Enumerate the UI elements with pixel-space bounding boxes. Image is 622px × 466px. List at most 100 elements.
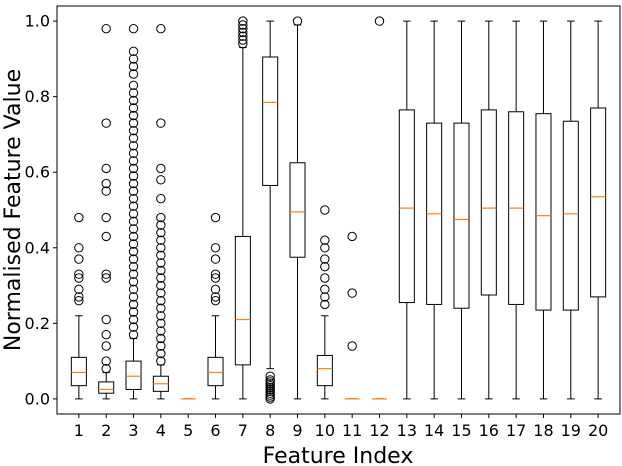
flier-point [128, 110, 139, 121]
flier-point [238, 35, 248, 45]
box-iqr [562, 120, 579, 311]
flier-point [156, 295, 166, 306]
flier-point [128, 95, 139, 106]
x-tick-label: 1 [74, 421, 84, 440]
flier-point [128, 148, 139, 159]
flier-point [156, 326, 166, 336]
flier-point [156, 212, 166, 223]
flier-point [128, 209, 139, 219]
box-iqr [70, 356, 87, 387]
box-feature-8 [262, 20, 279, 404]
box-feature-17 [508, 20, 525, 400]
flier-point [101, 231, 111, 242]
x-tick-label: 16 [479, 421, 499, 440]
box-feature-10 [316, 205, 333, 400]
flier-point [156, 318, 166, 329]
flier-point [347, 231, 357, 242]
flier-point [238, 39, 248, 49]
flier-point [128, 277, 139, 287]
x-tick-label: 8 [265, 421, 275, 440]
x-tick-label: 11 [342, 421, 362, 440]
flier-point [320, 235, 330, 245]
flier-point [128, 46, 139, 57]
flier-point [156, 258, 166, 268]
flier-point [74, 254, 84, 264]
x-tick-label: 10 [315, 421, 335, 440]
x-axis-title: Feature Index [263, 444, 414, 466]
flier-point [156, 273, 166, 283]
flier-point [238, 31, 248, 41]
flier-point [374, 16, 385, 26]
box-feature-15 [453, 20, 470, 400]
flier-point [210, 254, 221, 264]
flier-point [101, 23, 111, 34]
flier-point [74, 212, 84, 223]
y-tick-label: 1.0 [25, 12, 50, 31]
flier-point [74, 295, 84, 306]
flier-point [128, 231, 139, 242]
flier-point [156, 288, 166, 298]
flier-point [292, 16, 303, 26]
x-tick-label: 20 [588, 421, 608, 440]
box-iqr [234, 235, 251, 366]
flier-point [128, 133, 139, 143]
flier-point [156, 243, 166, 253]
flier-point [156, 250, 166, 261]
flier-point [101, 329, 111, 340]
box-feature-4 [152, 23, 169, 400]
flier-point [210, 292, 221, 302]
x-tick-label: 18 [533, 421, 553, 440]
flier-point [74, 269, 84, 279]
flier-point [128, 329, 139, 340]
flier-point [128, 69, 139, 79]
flier-point [320, 254, 330, 264]
flier-point [210, 295, 221, 306]
flier-point [128, 156, 139, 166]
flier-point [156, 163, 166, 174]
flier-point [320, 243, 330, 253]
box-feature-6 [207, 212, 224, 400]
x-tick-label: 7 [238, 421, 248, 440]
flier-point [128, 88, 139, 98]
y-tick-label: 0.2 [25, 314, 50, 333]
flier-point [210, 243, 221, 253]
y-tick-label: 0.8 [25, 87, 50, 106]
flier-point [156, 265, 166, 276]
flier-point [128, 314, 139, 325]
flier-point [156, 348, 166, 359]
x-tick-label: 13 [397, 421, 417, 440]
flier-point [74, 273, 84, 283]
flier-point [128, 269, 139, 279]
flier-point [101, 269, 111, 279]
y-axis-title: Normalised Feature Value [1, 69, 26, 351]
flier-point [156, 193, 166, 204]
flier-point [101, 273, 111, 283]
box-feature-7 [234, 16, 251, 400]
x-tick-label: 19 [561, 421, 581, 440]
flier-point [320, 284, 330, 295]
y-tick-label: 0.6 [25, 163, 50, 182]
flier-point [128, 193, 139, 204]
flier-point [128, 54, 139, 64]
flier-point [210, 273, 221, 283]
flier-point [101, 186, 111, 196]
flier-point [238, 27, 248, 38]
flier-point [128, 307, 139, 317]
flier-point [128, 118, 139, 128]
x-tick-label: 15 [451, 421, 471, 440]
x-axis: 1 2 3 4 5 6 7 8 9 10 11 12 13 14 15 16 17 18 19 20 [74, 414, 608, 440]
flier-point [128, 141, 139, 151]
flier-point [210, 269, 221, 279]
flier-point [238, 23, 248, 34]
box-feature-9 [289, 16, 306, 400]
flier-point [238, 16, 248, 26]
x-tick-label: 6 [210, 421, 220, 440]
flier-point [101, 178, 111, 189]
box-iqr [453, 122, 470, 309]
flier-point [74, 292, 84, 302]
flier-point [128, 216, 139, 227]
x-tick-label: 14 [424, 421, 444, 440]
y-tick-label: 0.4 [25, 238, 50, 257]
flier-point [320, 205, 330, 215]
